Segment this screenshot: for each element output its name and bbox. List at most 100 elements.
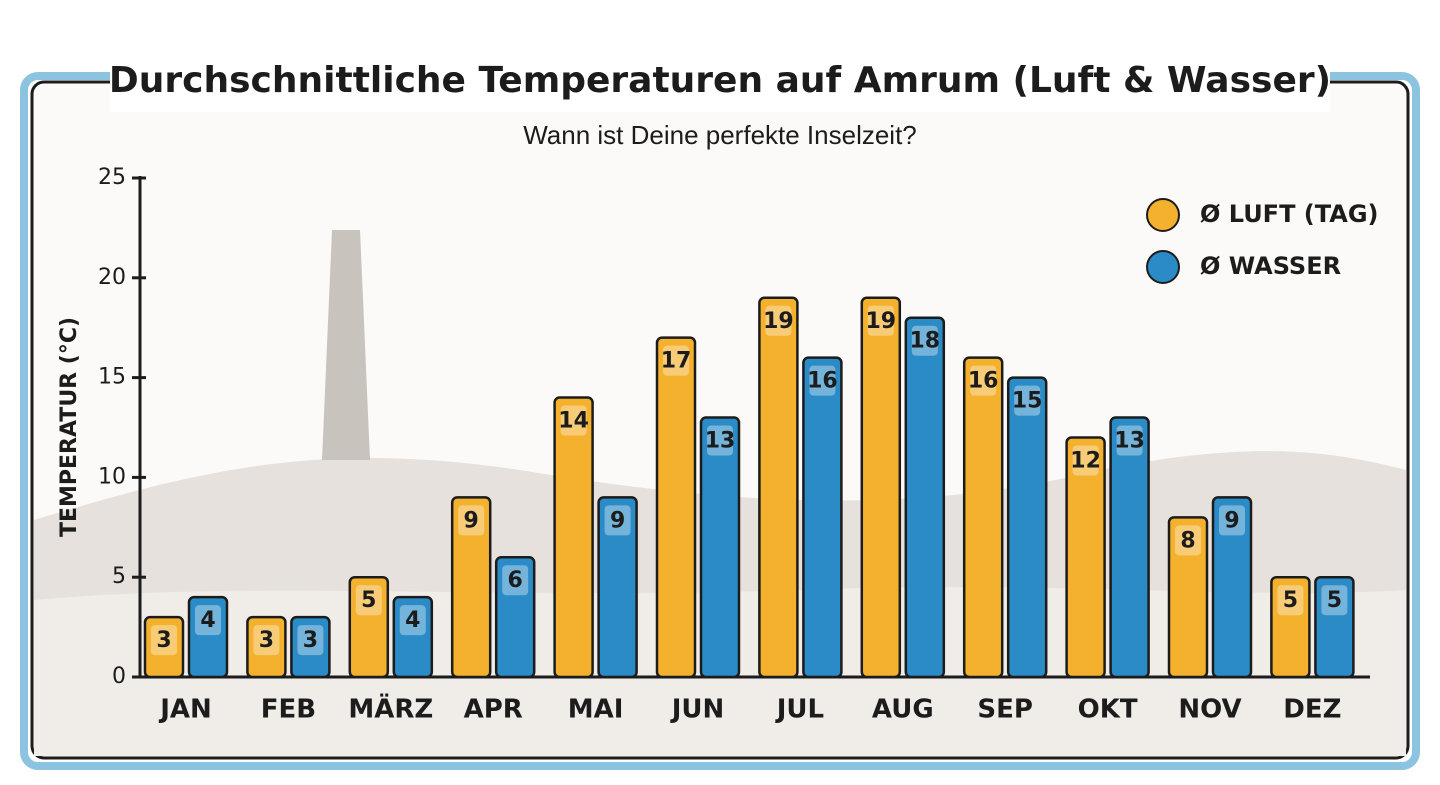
- bar: [1211, 496, 1253, 679]
- x-tick-label: AUG: [872, 695, 934, 725]
- value-label: 18: [909, 329, 940, 354]
- x-tick-label: NOV: [1178, 695, 1241, 725]
- y-tick-label: 25: [98, 165, 126, 190]
- bar: [187, 595, 229, 679]
- value-label-backdrop: [1219, 505, 1245, 536]
- value-label-backdrop: [1175, 525, 1201, 556]
- x-tick-label: JUN: [670, 695, 725, 725]
- x-tick-label: APR: [464, 695, 523, 725]
- value-label-backdrop: [1277, 585, 1304, 616]
- value-label-backdrop: [458, 505, 485, 536]
- value-label-backdrop: [1072, 445, 1099, 476]
- legend-swatch: [1146, 198, 1180, 232]
- bar: [597, 496, 638, 679]
- y-tick-label: 0: [112, 664, 126, 689]
- value-label-backdrop: [355, 585, 382, 616]
- value-label-backdrop: [765, 305, 792, 336]
- title-backdrop: [110, 52, 1330, 112]
- value-label: 6: [508, 568, 523, 593]
- y-tick-label: 15: [98, 365, 126, 390]
- value-label-backdrop: [663, 345, 689, 376]
- value-label: 12: [1070, 448, 1101, 473]
- x-tick-label: JAN: [158, 695, 212, 725]
- value-label: 16: [807, 369, 838, 394]
- legend-swatch: [1146, 250, 1180, 284]
- value-label: 19: [865, 309, 896, 334]
- value-label-backdrop: [809, 365, 836, 396]
- y-tick-label: 20: [98, 265, 126, 290]
- value-label: 19: [763, 309, 794, 334]
- y-axis-label: TEMPERATUR (°C): [57, 317, 82, 537]
- bar: [655, 336, 697, 679]
- bar: [802, 356, 843, 679]
- value-label: 5: [1283, 588, 1298, 613]
- value-label: 9: [464, 508, 479, 533]
- lighthouse: [322, 230, 370, 460]
- value-label: 3: [156, 628, 171, 653]
- value-label: 4: [405, 608, 420, 633]
- value-label: 4: [200, 608, 215, 633]
- value-label: 5: [361, 588, 376, 613]
- bar: [143, 615, 185, 679]
- bar: [246, 615, 287, 679]
- bar: [758, 296, 799, 679]
- value-label: 16: [968, 369, 999, 394]
- chart-title: Durchschnittliche Temperaturen auf Amrum…: [109, 60, 1331, 101]
- value-label: 5: [1327, 588, 1342, 613]
- chart-subtitle: Wann ist Deine perfekte Inselzeit?: [523, 120, 917, 150]
- value-label: 14: [558, 409, 589, 434]
- value-label: 3: [259, 628, 274, 653]
- value-label-backdrop: [399, 605, 426, 636]
- value-label-backdrop: [604, 505, 631, 536]
- value-label-backdrop: [560, 405, 587, 436]
- x-tick-label: FEB: [261, 695, 316, 725]
- x-tick-label: MAI: [568, 695, 624, 725]
- y-tick-label: 5: [112, 564, 126, 589]
- value-label-backdrop: [970, 365, 997, 396]
- bar: [699, 416, 741, 679]
- legend-label: Ø LUFT (TAG): [1200, 200, 1379, 228]
- bar: [392, 595, 434, 679]
- bar: [962, 356, 1004, 679]
- value-label-backdrop: [1116, 425, 1143, 456]
- bar: [860, 296, 902, 679]
- value-label: 13: [1114, 429, 1145, 454]
- value-label: 9: [610, 508, 625, 533]
- bar: [450, 496, 492, 679]
- bar: [494, 555, 536, 679]
- x-tick-label: MÄRZ: [348, 693, 433, 725]
- bar: [553, 396, 594, 679]
- x-tick-label: OKT: [1078, 695, 1138, 725]
- bar: [904, 316, 946, 679]
- bar: [1270, 575, 1311, 679]
- value-label-backdrop: [867, 305, 894, 336]
- value-label-backdrop: [1014, 385, 1041, 416]
- value-label-backdrop: [1321, 585, 1348, 616]
- x-tick-label: SEP: [977, 695, 1033, 725]
- value-label: 3: [303, 628, 318, 653]
- value-label-backdrop: [707, 425, 733, 456]
- x-tick-label: DEZ: [1283, 695, 1341, 725]
- bar: [1065, 436, 1106, 679]
- value-label: 9: [1224, 508, 1239, 533]
- value-label: 13: [705, 429, 736, 454]
- bar: [1314, 575, 1355, 679]
- value-label-backdrop: [297, 625, 324, 656]
- bar: [348, 575, 390, 679]
- bar: [290, 615, 331, 679]
- value-label: 15: [1012, 389, 1043, 414]
- x-tick-label: JUL: [775, 695, 824, 725]
- value-label-backdrop: [502, 565, 529, 596]
- value-label: 8: [1180, 528, 1195, 553]
- value-label-backdrop: [151, 625, 177, 656]
- bar: [1006, 376, 1048, 679]
- y-tick-label: 10: [98, 464, 126, 489]
- value-label: 17: [661, 349, 692, 374]
- value-label-backdrop: [911, 325, 938, 356]
- bar: [1167, 516, 1209, 679]
- value-label-backdrop: [253, 625, 280, 656]
- legend-label: Ø WASSER: [1200, 252, 1341, 280]
- value-label-backdrop: [195, 605, 221, 636]
- bar: [1109, 416, 1150, 679]
